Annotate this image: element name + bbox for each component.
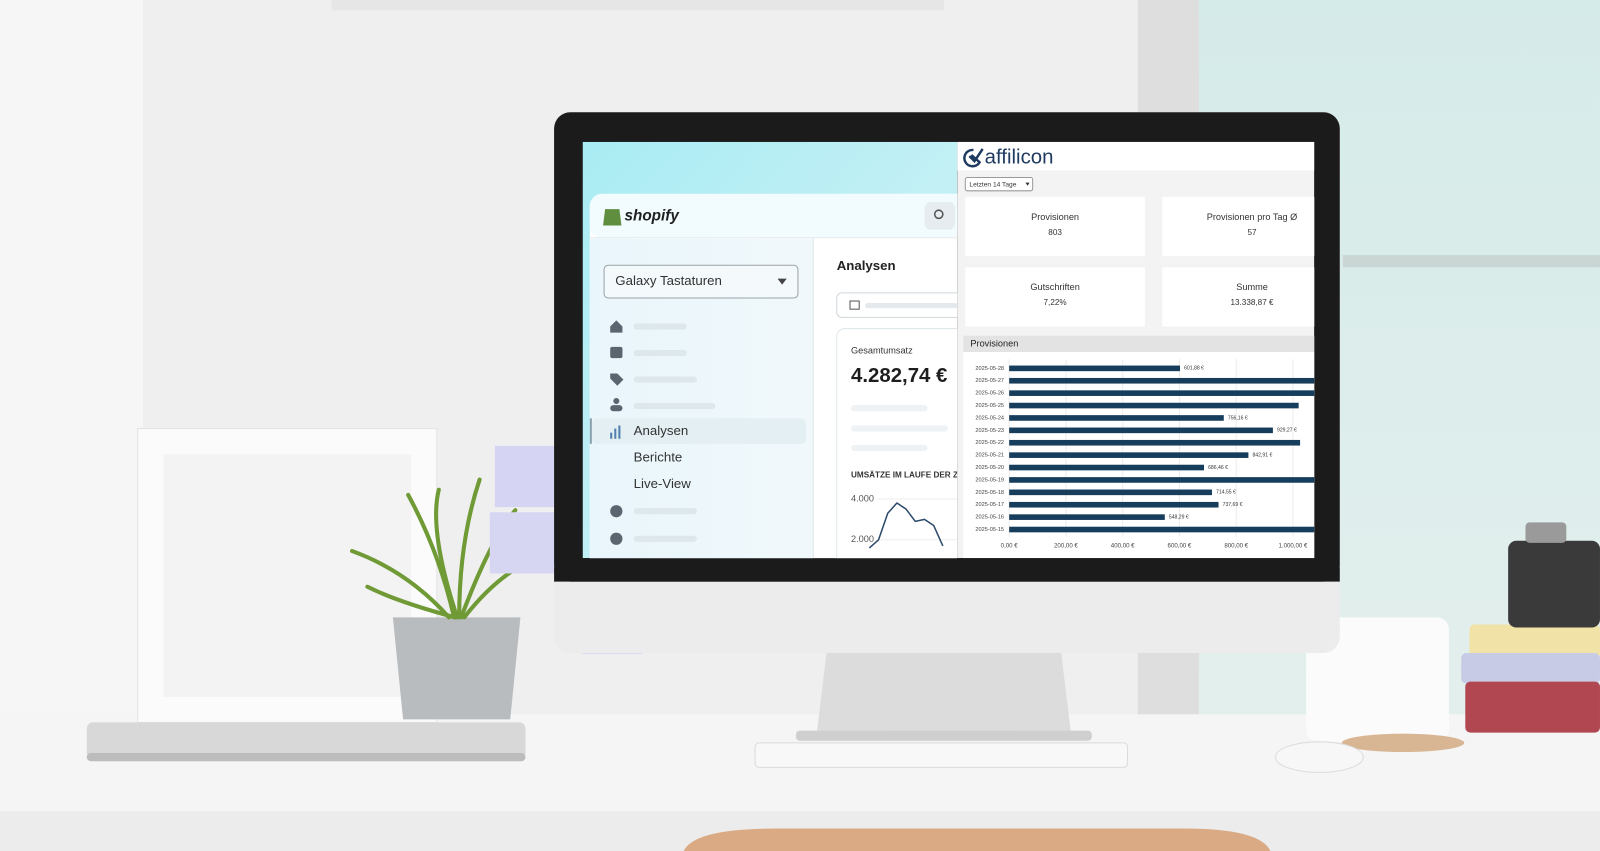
chart-title: Provisionen [970, 338, 1018, 348]
nav-active[interactable] [591, 418, 807, 444]
store-select[interactable] [603, 264, 799, 299]
card-title: Gesamtumsatz [851, 345, 913, 355]
bar [1009, 489, 1212, 496]
y-tick-label: 2025-05-16 [975, 515, 1004, 521]
bar [1009, 402, 1299, 409]
y-tick-label: 2025-05-15 [975, 527, 1004, 533]
search-button[interactable] [924, 202, 956, 230]
y-tick-label: 2025-05-21 [975, 453, 1004, 459]
total-sales: 4.282,74 € [851, 365, 947, 387]
kpi-value: 57 [1247, 228, 1257, 237]
x-tick-label: 400,00 € [1111, 543, 1135, 550]
line-chart: 4.000 2.000 [851, 493, 958, 549]
x-tick-label: 200,00 € [1054, 543, 1078, 550]
value-label: 601,88 € [1184, 366, 1204, 372]
shopify-logo: shopify [624, 207, 680, 224]
nav-item[interactable]: Live-View [634, 476, 692, 491]
y-tick-label: 2025-05-27 [975, 378, 1004, 384]
y-tick-label: 2.000 [851, 534, 874, 544]
value-label: 929,27 € [1277, 428, 1297, 434]
y-tick-label: 2025-05-17 [975, 502, 1004, 508]
bar [1009, 501, 1219, 508]
period-select[interactable] [964, 177, 1034, 192]
value-label: 737,69 € [1223, 502, 1243, 508]
affilicon-app: affilicon Letzten 14 Tage Provisionen 80… [957, 141, 1315, 559]
line-series [868, 502, 944, 549]
value-label: 842,91 € [1252, 452, 1272, 458]
y-tick-label: 2025-05-20 [975, 465, 1004, 471]
store-name: Galaxy Tastaturen [615, 273, 722, 288]
nav-item[interactable]: Berichte [634, 450, 683, 465]
value-label: 548,29 € [1169, 514, 1189, 520]
x-tick-label: 1.000,00 € [1279, 543, 1308, 550]
y-tick-label: 2025-05-28 [975, 366, 1004, 372]
kpi-label: Provisionen pro Tag Ø [1207, 212, 1298, 222]
bar-chart: 0,00 € 200,00 € 400,00 € 600,00 € 800,00 € 1.… [975, 359, 1315, 550]
y-tick-label: 2025-05-22 [975, 440, 1004, 446]
chart-title: UMSÄTZE IM LAUFE DER Z [851, 470, 958, 480]
x-tick-label: 800,00 € [1224, 543, 1248, 550]
x-tick-label: 600,00 € [1168, 543, 1192, 550]
bar [1009, 477, 1315, 483]
bar [1009, 390, 1315, 396]
bar [1009, 439, 1301, 446]
y-tick-label: 2025-05-23 [975, 428, 1004, 434]
period: Letzten 14 Tage [969, 181, 1016, 188]
kpi-value: 7,22% [1044, 298, 1067, 307]
kpi-value: 13.338,87 € [1230, 298, 1274, 307]
bar [1009, 415, 1224, 421]
decor [86, 428, 1600, 773]
kpi-label: Provisionen [1031, 212, 1079, 222]
x-tick-label: 0,00 € [1001, 543, 1019, 550]
y-tick-label: 2025-05-18 [975, 490, 1004, 496]
y-tick-label: 4.000 [851, 493, 874, 503]
value-label: 686,46 € [1208, 465, 1228, 471]
value-label: 714,55 € [1216, 490, 1236, 496]
y-tick-label: 2025-05-24 [975, 415, 1004, 421]
shopify-app: shopify Galaxy Tastaturen Analysen Beric… [582, 141, 958, 559]
bar [1009, 452, 1249, 458]
page-title: Analysen [837, 258, 896, 273]
y-tick-label: 2025-05-19 [975, 477, 1004, 483]
nav-item[interactable]: Analysen [634, 423, 689, 438]
value-label: 756,16 € [1228, 415, 1248, 421]
bar [1009, 427, 1273, 434]
bar [1009, 464, 1205, 471]
y-tick-label: 2025-05-25 [975, 403, 1004, 409]
bar [1009, 514, 1165, 520]
affilicon-logo: affilicon [985, 147, 1054, 169]
bar [1009, 365, 1180, 372]
kpi-label: Gutschriften [1030, 282, 1079, 292]
bar [1009, 377, 1315, 384]
kpi-value: 803 [1048, 228, 1062, 237]
y-tick-label: 2025-05-26 [975, 391, 1004, 397]
bar [1009, 526, 1315, 533]
kpi-label: Summe [1236, 282, 1268, 292]
